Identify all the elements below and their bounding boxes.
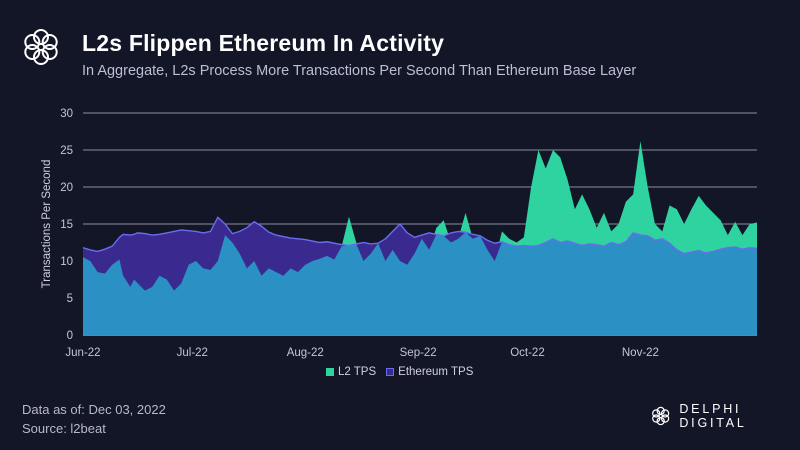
legend-item-l2: L2 TPS xyxy=(326,366,376,378)
brand-name: DELPHI DIGITAL xyxy=(679,402,747,430)
delphi-logo-icon xyxy=(24,29,58,65)
overlap-area xyxy=(83,232,757,335)
x-axis-ticks: Jun-22 Jul-22 Aug-22 Sep-22 Oct-22 Nov-22 xyxy=(65,347,659,359)
x-tick-label: Sep-22 xyxy=(400,347,437,359)
y-tick-label: 10 xyxy=(60,256,73,268)
legend-label-ethereum: Ethereum TPS xyxy=(398,366,474,378)
legend-item-ethereum: Ethereum TPS xyxy=(386,366,473,378)
data-date: Data as of: Dec 03, 2022 xyxy=(22,402,166,417)
chart-subtitle: In Aggregate, L2s Process More Transacti… xyxy=(82,63,637,79)
legend-swatch-ethereum xyxy=(386,368,395,376)
y-tick-label: 5 xyxy=(67,293,73,305)
legend-swatch-l2 xyxy=(326,368,334,376)
legend-label-l2: L2 TPS xyxy=(338,366,377,378)
y-axis-ticks: 0 5 10 15 20 25 30 xyxy=(60,108,73,342)
y-tick-label: 0 xyxy=(67,330,73,342)
x-tick-label: Oct-22 xyxy=(510,347,545,359)
x-tick-label: Aug-22 xyxy=(287,347,324,359)
y-tick-label: 15 xyxy=(60,219,73,231)
y-tick-label: 30 xyxy=(60,108,73,120)
y-axis-label: Transactions Per Second xyxy=(41,160,53,289)
delphi-brand-icon xyxy=(652,406,670,426)
x-tick-label: Jun-22 xyxy=(65,347,100,359)
chart-legend: L2 TPS Ethereum TPS xyxy=(326,366,483,378)
x-tick-label: Jul-22 xyxy=(177,347,208,359)
ethereum-tps-line xyxy=(82,216,758,255)
chart-title: L2s Flippen Ethereum In Activity xyxy=(82,30,445,56)
x-tick-label: Nov-22 xyxy=(622,347,659,359)
y-tick-label: 25 xyxy=(60,145,73,157)
data-source: Source: l2beat xyxy=(22,421,106,436)
brand-footer: DELPHI DIGITAL xyxy=(650,402,800,430)
y-tick-label: 20 xyxy=(60,182,73,194)
